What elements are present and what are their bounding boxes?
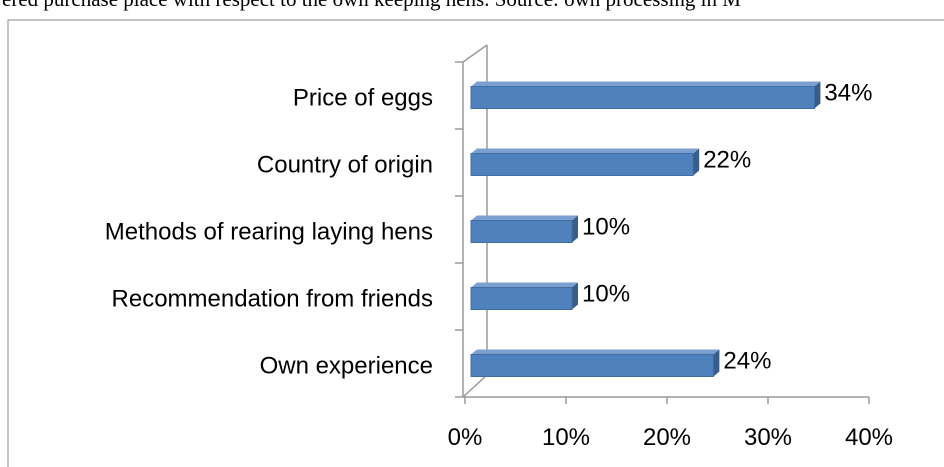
bar-top bbox=[471, 282, 578, 288]
bar-front bbox=[470, 86, 815, 109]
x-tick-label: 0% bbox=[448, 424, 483, 451]
x-tick-label: 10% bbox=[542, 424, 590, 451]
y-tick-label: Recommendation from friends bbox=[112, 286, 433, 313]
x-tick-label: 40% bbox=[845, 424, 893, 451]
bar-top bbox=[471, 349, 720, 355]
bar-side bbox=[572, 282, 578, 310]
value-label: 24% bbox=[723, 348, 771, 375]
bar-side bbox=[572, 215, 578, 243]
y-tick-label: Methods of rearing laying hens bbox=[105, 219, 433, 246]
bar bbox=[470, 282, 578, 310]
value-label: 22% bbox=[703, 147, 751, 174]
y-tick-label: Own experience bbox=[260, 353, 433, 380]
value-label: 34% bbox=[824, 80, 872, 107]
bar bbox=[470, 349, 720, 377]
value-label: 10% bbox=[582, 214, 630, 241]
bar-side bbox=[713, 349, 720, 377]
chart-frame bbox=[7, 19, 944, 467]
y-tick-label: Price of eggs bbox=[293, 85, 433, 112]
bar-side bbox=[693, 148, 700, 176]
bar bbox=[470, 215, 578, 243]
x-tick-label: 20% bbox=[643, 424, 691, 451]
caption: ered purchase place with respect to the … bbox=[2, 0, 741, 11]
x-tick-label: 30% bbox=[744, 424, 792, 451]
wall bbox=[462, 44, 869, 398]
bar-side bbox=[814, 81, 821, 109]
bar bbox=[470, 148, 700, 176]
value-label: 10% bbox=[582, 281, 630, 308]
bar bbox=[470, 81, 821, 109]
bar-front bbox=[470, 153, 694, 176]
y-tick-label: Country of origin bbox=[257, 152, 433, 179]
bar-top bbox=[471, 148, 700, 154]
bar-top bbox=[471, 81, 821, 87]
bar-top bbox=[471, 215, 578, 221]
bar-front bbox=[470, 287, 573, 310]
bar-front bbox=[470, 220, 573, 243]
bar-front bbox=[470, 354, 714, 377]
